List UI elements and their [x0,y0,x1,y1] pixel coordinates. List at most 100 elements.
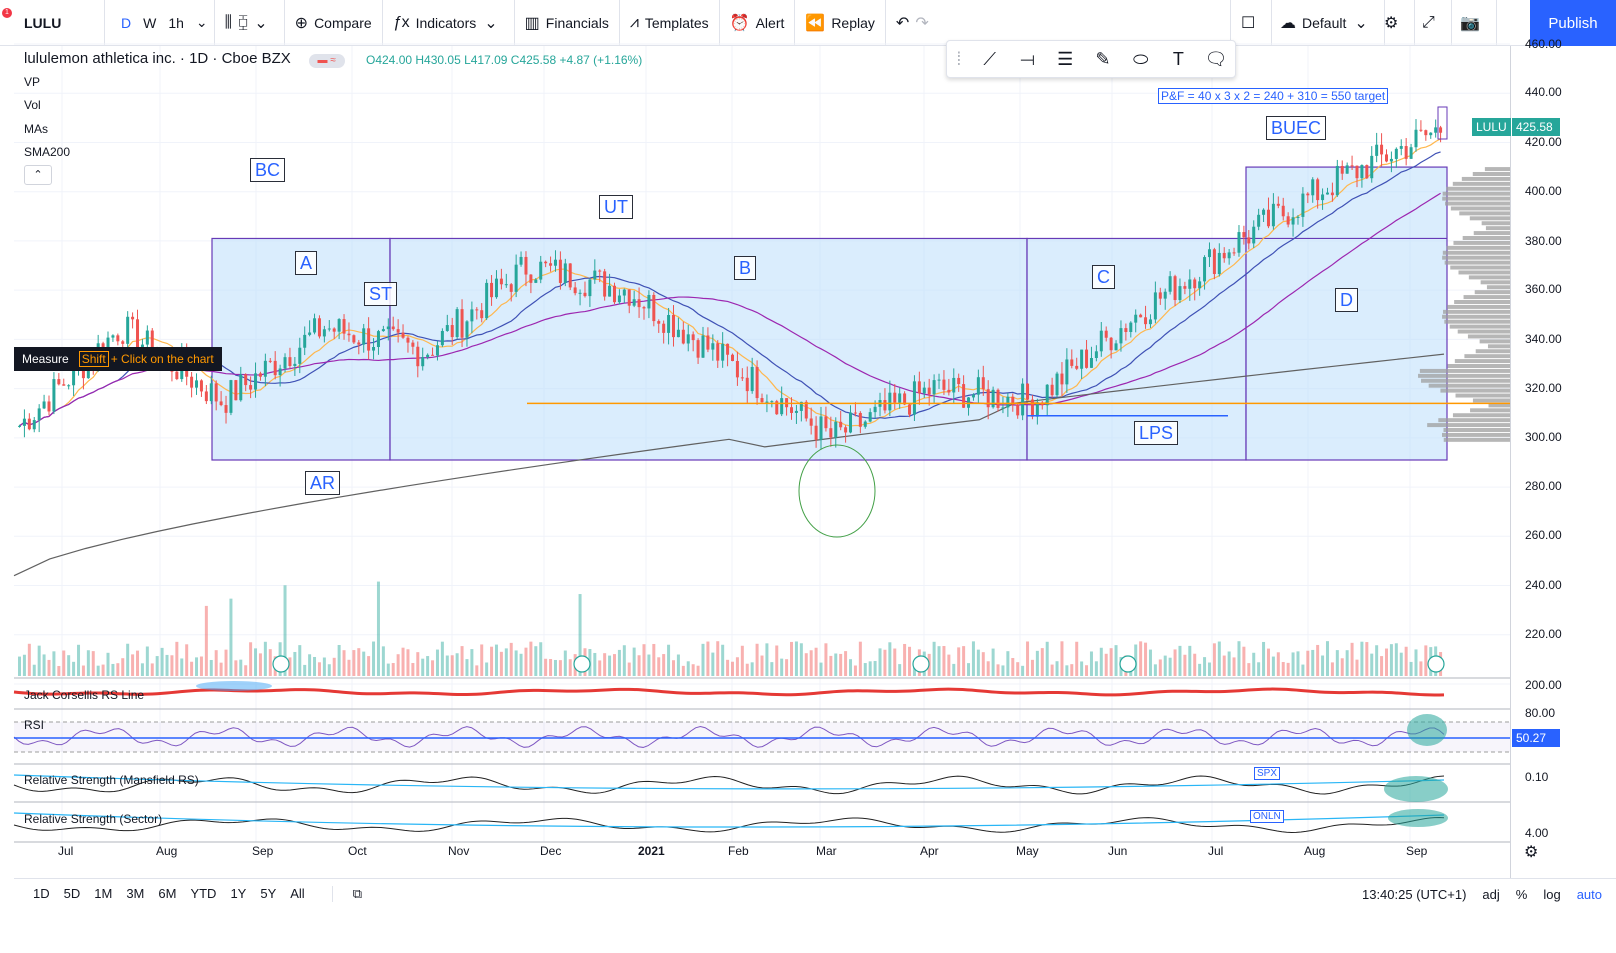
candle-body [794,410,798,413]
volume-bar [1070,664,1074,676]
auto-toggle[interactable]: auto [1576,886,1602,902]
candle-body [814,425,818,440]
publish-button[interactable]: Publish [1530,0,1616,46]
candle-body [1296,216,1300,218]
range-1d[interactable]: 1D [33,886,50,901]
label-a[interactable]: A [295,251,318,275]
fib-levels-icon[interactable]: ☰ [1057,48,1074,69]
undo-icon[interactable]: ↶ [895,14,910,32]
trend-line-icon[interactable]: ⟋ [983,48,996,69]
drag-handle-icon[interactable]: ⁞ [956,48,962,69]
pane-sector[interactable]: Relative Strength (Sector) [24,812,163,826]
range-5y[interactable]: 5Y [260,886,277,901]
snapshot-button[interactable]: 📷 [1450,0,1497,46]
candle-body [829,428,833,438]
fullscreen-button[interactable]: ⤢ [1412,0,1452,46]
candle-body [608,285,612,297]
horizontal-ray-icon[interactable]: ⟞ [1019,48,1035,69]
candle-body [662,323,666,333]
indicator-mas[interactable]: MAs [24,122,48,136]
candle-body [578,292,582,294]
replay-button[interactable]: ⏪ Replay [795,0,886,46]
drawing-toolbar: ⁞ ⟋ ⟞ ☰ ✎ ⬭ T 🗨 [946,40,1236,78]
indicator-sma200[interactable]: SMA200 [24,145,71,159]
gear-icon[interactable]: ⚙ [1524,844,1539,861]
collapse-legend-button[interactable]: ⌃ [24,165,52,185]
candle-body [1094,351,1098,358]
label-bc[interactable]: BC [250,158,286,182]
templates-icon: ⩘ [629,13,639,31]
volume-profile-bar [1443,437,1510,442]
redo-icon[interactable]: ↷ [915,14,929,32]
pane-rs-line[interactable]: Jack Corsellis RS Line [24,688,145,702]
range-3m[interactable]: 3M [126,886,145,901]
range-6m[interactable]: 6M [158,886,177,901]
volume-bar [1203,657,1207,676]
indicator-vp[interactable]: VP [24,75,41,89]
pane-mansfield[interactable]: Relative Strength (Mansfield RS) [24,773,199,787]
financials-button[interactable]: ▥ Financials [515,0,620,46]
brush-icon[interactable]: ✎ [1095,48,1111,69]
price-scale[interactable]: 460.00 440.00 420.00 400.00 380.00 360.0… [1510,37,1616,878]
layout-button[interactable]: ☁ Default ⌄ [1270,0,1385,46]
month-label: Aug [1304,844,1326,858]
ellipse-icon[interactable]: ⬭ [1132,48,1149,69]
range-all[interactable]: All [290,886,305,901]
settings-button[interactable]: ⚙ [1374,0,1416,46]
candle-body [396,329,400,333]
volume-profile-bar [1449,324,1510,329]
volume-bar [558,660,562,676]
spx-tag[interactable]: SPX [1254,767,1281,780]
pf-target-note[interactable]: P&F = 40 x 3 x 2 = 240 + 310 = 550 targe… [1158,88,1389,104]
volume-bar [1301,664,1305,676]
chevron-down-icon[interactable]: ⌄ [195,14,208,30]
volume-bar [726,659,730,676]
interval-d[interactable]: D [121,14,132,31]
notification-badge[interactable]: 1 [2,8,12,18]
chevron-down-icon[interactable]: ⌄ [484,14,498,32]
candles-icon[interactable]: ⧮ [238,13,249,31]
legend-toggle-icon[interactable]: ▬ ≈ [308,54,345,68]
indicator-vol[interactable]: Vol [24,98,41,112]
label-buec[interactable]: BUEC [1266,116,1327,140]
symbol-title[interactable]: lululemon athletica inc. · 1D · Cboe BZX [24,50,291,67]
text-tool-icon[interactable]: T [1172,48,1184,69]
onln-tag[interactable]: ONLN [1250,810,1284,823]
clock[interactable]: 13:40:25 (UTC+1) [1361,886,1467,902]
date-range-icon[interactable]: ⧉ [331,885,369,902]
volume-bar [981,652,985,676]
label-ar[interactable]: AR [305,471,341,495]
log-toggle[interactable]: log [1543,886,1561,902]
adj-toggle[interactable]: adj [1482,886,1500,902]
label-d[interactable]: D [1335,288,1358,312]
chevron-down-icon[interactable]: ⌄ [254,14,268,32]
volume-bar [288,657,292,676]
candle-body [1222,252,1226,259]
range-1y[interactable]: 1Y [230,886,247,901]
range-5d[interactable]: 5D [63,886,81,901]
interval-w[interactable]: W [143,14,157,31]
compare-button[interactable]: ⊕ Compare [285,0,383,46]
label-b[interactable]: B [734,256,757,280]
volume-bar [416,652,420,676]
alert-button[interactable]: ⏰ Alert [720,0,796,46]
volume-profile-bar [1487,344,1510,349]
range-ytd[interactable]: YTD [190,886,217,901]
symbol-search[interactable]: LULU [0,0,105,46]
fullscreen-layout-button[interactable]: ☐ [1230,0,1273,46]
bars-style-icon[interactable]: ⫼ [224,13,233,31]
templates-button[interactable]: ⩘ Templates [620,0,720,46]
label-c[interactable]: C [1092,265,1115,289]
volume-bar [632,647,636,676]
pane-rsi[interactable]: RSI [24,718,45,732]
label-st[interactable]: ST [364,282,398,306]
indicators-button[interactable]: ƒx Indicators ⌄ [383,0,515,46]
label-lps[interactable]: LPS [1134,421,1179,445]
interval-1h[interactable]: 1h [168,14,184,31]
label-ut[interactable]: UT [599,195,633,219]
percent-toggle[interactable]: % [1515,886,1528,902]
range-1m[interactable]: 1M [94,886,113,901]
callout-icon[interactable]: 🗨 [1204,48,1228,69]
volume-bar [760,655,764,676]
